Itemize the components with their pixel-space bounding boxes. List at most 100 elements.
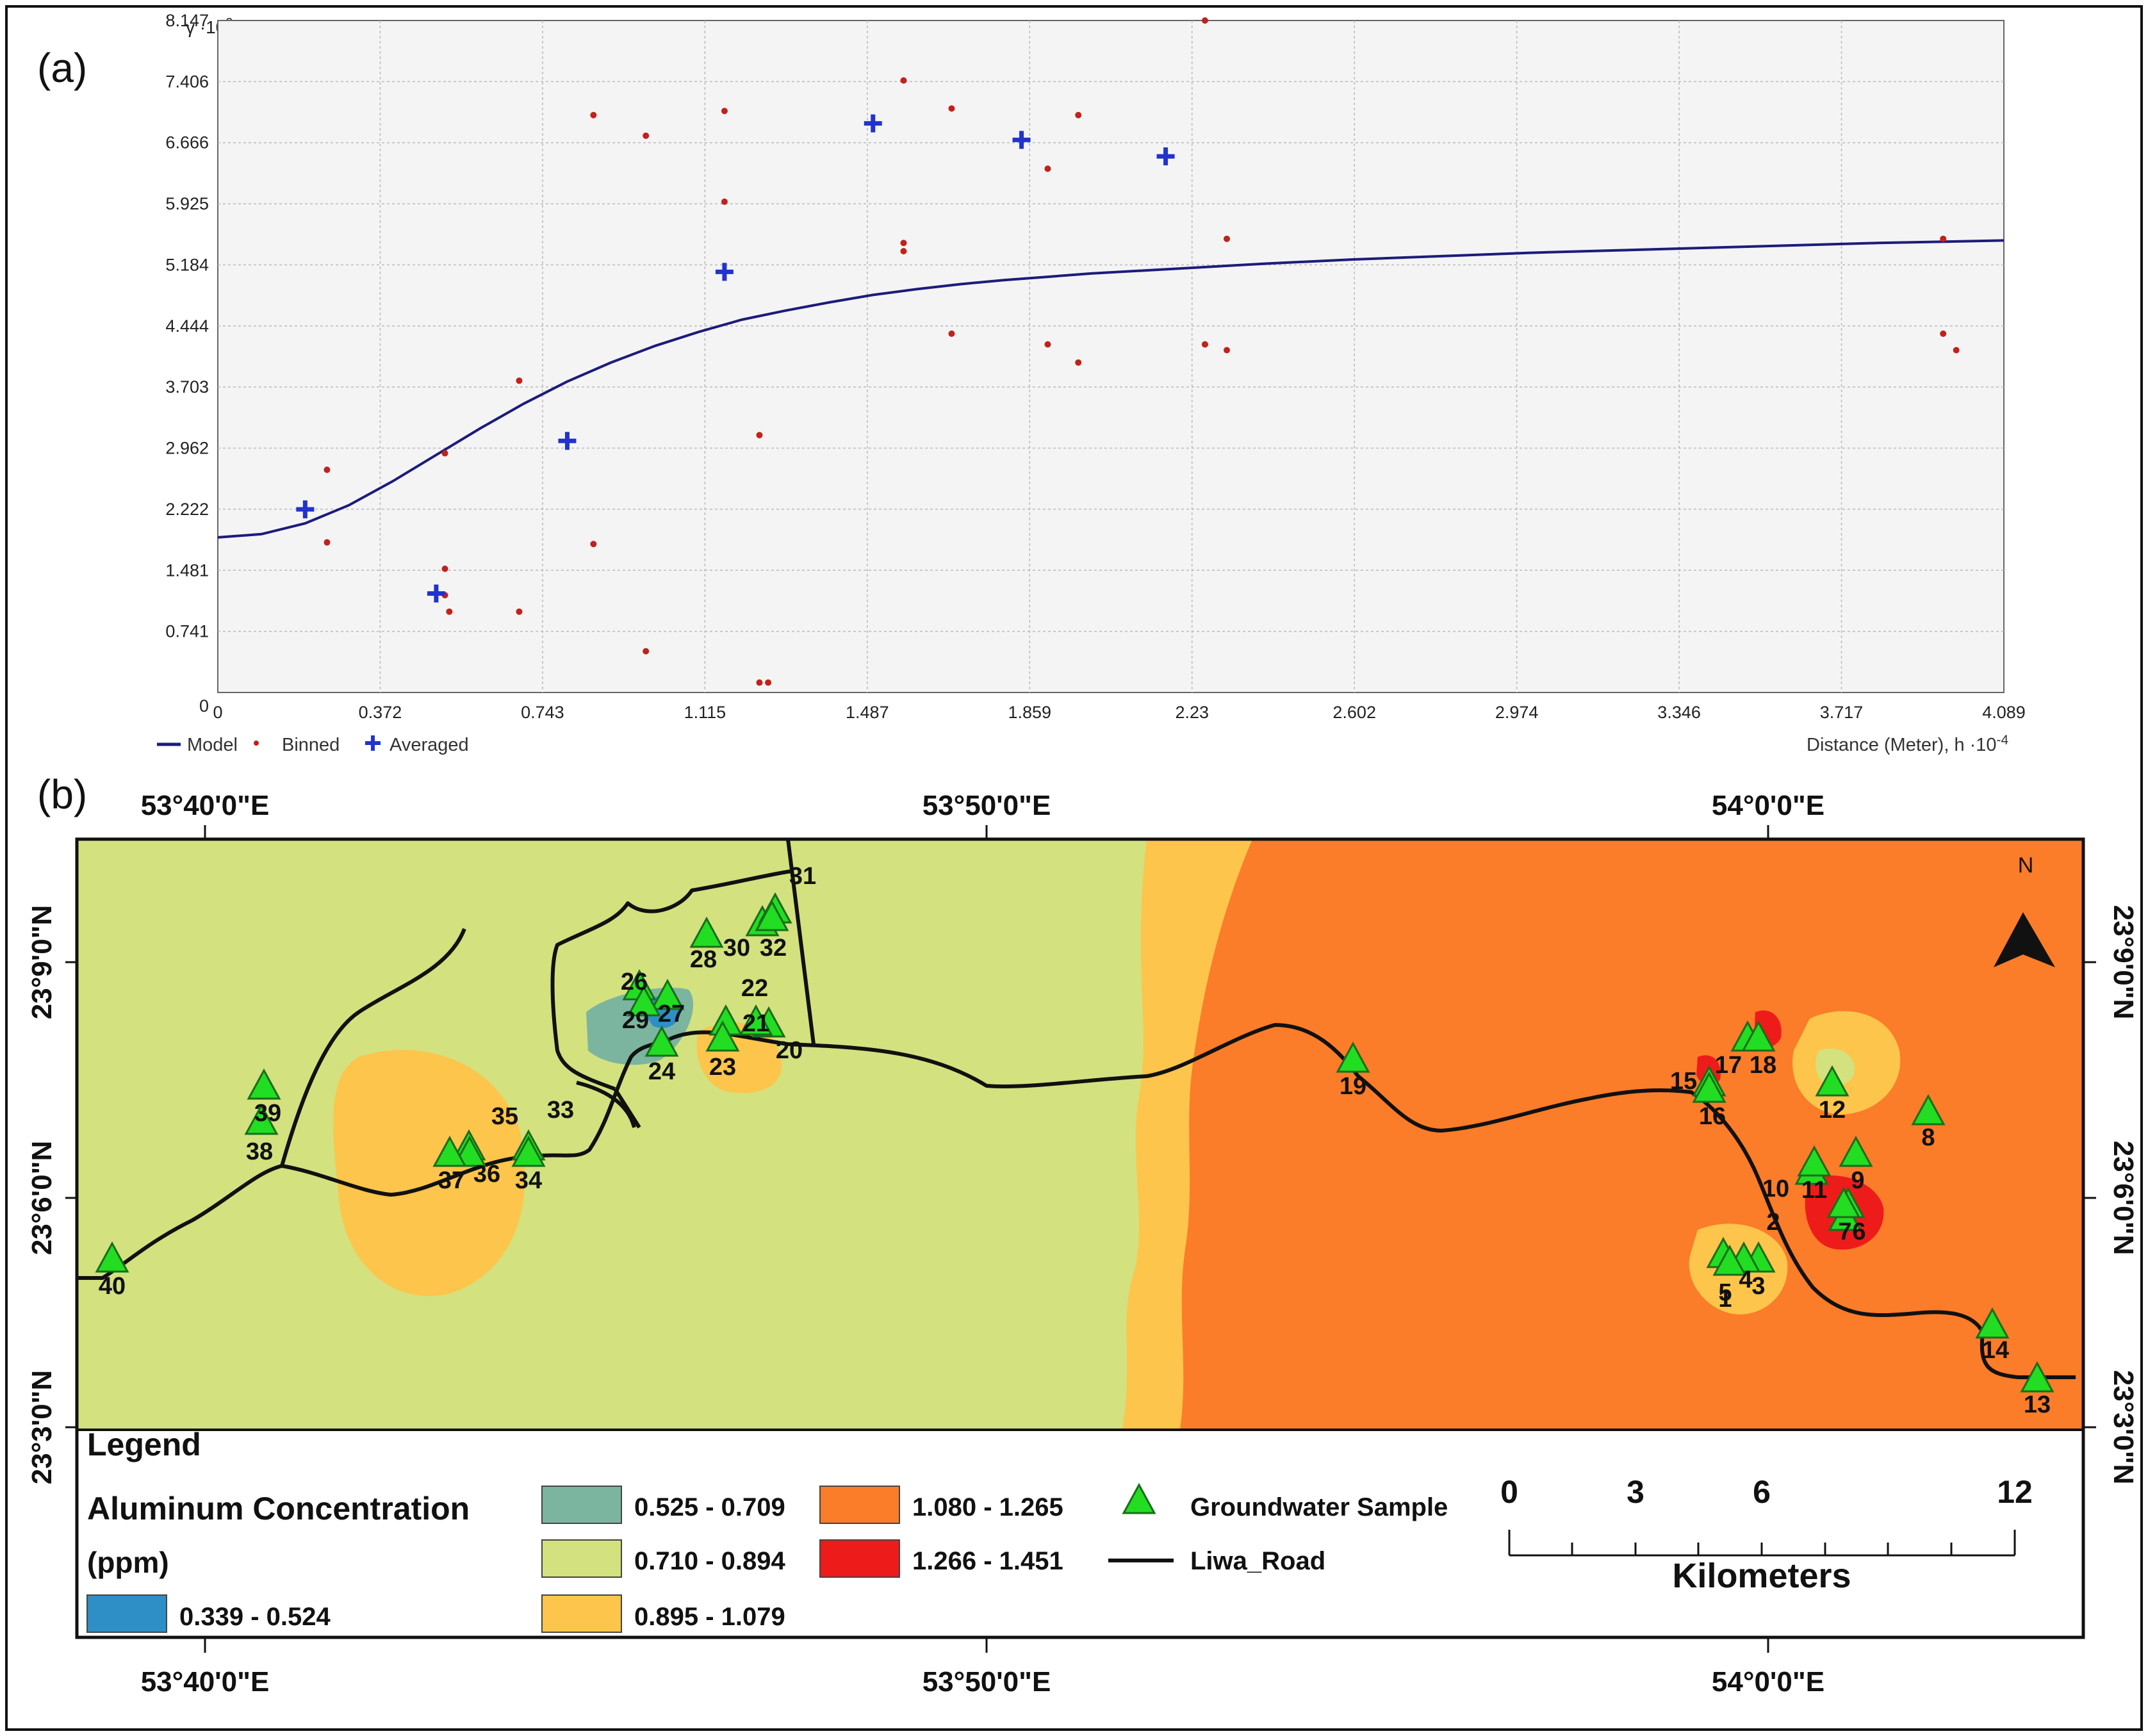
sample-label-36: 36: [473, 1161, 500, 1188]
legend-road-label: Liwa_Road: [1190, 1547, 1325, 1575]
variogram-y-ticks: 0 0.741 1.481 2.222 2.962 3.703 4.444 5.184 5.92…: [165, 11, 209, 716]
binned-point: [1224, 347, 1231, 354]
lon-label-bottom-1: 53°40'0"E: [141, 1666, 270, 1698]
binned-point: [721, 108, 728, 115]
north-arrow: N: [1994, 853, 2055, 967]
sample-label-7: 7: [1838, 1218, 1851, 1245]
sample-label-15: 15: [1670, 1068, 1697, 1095]
sample-label-21: 21: [742, 1010, 769, 1037]
sample-triangle-8: [1911, 1093, 1946, 1126]
scale-tick-12: 12: [1997, 1474, 2033, 1510]
x-tick-label: 2.974: [1495, 703, 1539, 722]
panel-a-label: (a): [37, 45, 87, 91]
sample-triangle-12: [1815, 1065, 1849, 1097]
binned-point: [516, 608, 523, 615]
binned-point: [1201, 17, 1208, 24]
binned-point: [765, 679, 772, 686]
sample-label-30: 30: [723, 935, 750, 962]
sample-label-28: 28: [690, 946, 717, 973]
y-tick-label: 5.925: [165, 194, 209, 213]
sample-label-22: 22: [741, 975, 768, 1002]
sample-triangle-29: [627, 985, 661, 1017]
panel-b-label: (b): [37, 771, 87, 817]
legend-border: [76, 1429, 2085, 1639]
zone-0895-1079-blob-west: [333, 1050, 525, 1297]
legend-title: Legend: [87, 1427, 201, 1462]
averaged-point: [1012, 131, 1031, 149]
binned-point: [1940, 235, 1947, 242]
binned-point: [516, 377, 523, 384]
averaged-point: [296, 500, 315, 519]
model-curve: [217, 239, 2005, 539]
legend-layer-title: Aluminum Concentration: [87, 1491, 470, 1527]
sample-label-34: 34: [515, 1167, 542, 1194]
averaged-points: [296, 114, 1175, 603]
legend-sample-triangle: [1122, 1482, 1156, 1514]
sample-label-10: 10: [1762, 1175, 1789, 1202]
y-tick-label: 0.741: [165, 622, 209, 641]
sample-triangle-13: [2020, 1361, 2054, 1393]
x-tick-label: 1.859: [1008, 703, 1051, 722]
y-tick-label: 8.147: [165, 11, 209, 30]
variogram-plot-area: [217, 20, 2005, 693]
sample-label-4: 4: [1739, 1266, 1752, 1293]
sample-label-14: 14: [1982, 1337, 2009, 1364]
sample-triangle-39: [247, 1068, 281, 1100]
sample-label-37: 37: [438, 1167, 465, 1194]
binned-point: [1075, 111, 1082, 119]
y-tick-label: 5.184: [165, 255, 209, 274]
lat-label-left-1: 23°9'0"N: [26, 905, 58, 1020]
sample-label-11: 11: [1801, 1177, 1827, 1204]
sample-triangle-18: [1741, 1020, 1776, 1052]
variogram-x-ticks: 0 0.372 0.743 1.115 1.487 1.859 2.23 2.602 2.974…: [213, 703, 2025, 722]
binned-point: [1201, 341, 1208, 348]
x-tick-label: 1.487: [846, 703, 889, 722]
sample-triangle-38: [244, 1103, 279, 1135]
legend-layer-unit: (ppm): [87, 1546, 169, 1579]
lat-label-left-2: 23°6'0"N: [26, 1141, 58, 1256]
zone-0710-0894-blob-12: [1816, 1048, 1855, 1086]
variogram-xlabel: Distance (Meter), h ·10-4: [1807, 733, 2009, 755]
averaged-point: [864, 114, 882, 133]
binned-point: [441, 565, 448, 572]
binned-point: [948, 105, 955, 112]
sample-triangle-9: [1839, 1135, 1873, 1167]
legend-range-3: 0.710 - 0.894: [634, 1547, 785, 1575]
sample-label-35: 35: [491, 1103, 518, 1130]
sample-label-38: 38: [246, 1138, 273, 1165]
binned-point: [756, 679, 763, 686]
binned-point: [900, 77, 907, 84]
lon-label-top-2: 53°50'0"E: [922, 790, 1051, 821]
x-tick-label: 3.346: [1657, 703, 1701, 722]
sample-label-9: 9: [1851, 1167, 1864, 1194]
x-tick-label: 3.717: [1820, 703, 1864, 722]
y-tick-label: 6.666: [165, 133, 209, 152]
legend-range-1: 0.339 - 0.524: [179, 1603, 331, 1631]
sample-label-19: 19: [1340, 1073, 1366, 1100]
sample-triangle-24: [644, 1025, 679, 1057]
sample-label-6: 6: [1852, 1218, 1865, 1245]
legend-range-4: 0.895 - 1.079: [634, 1603, 785, 1631]
binned-point: [1075, 359, 1082, 366]
sample-triangle-32: [755, 899, 789, 931]
sample-label-32: 32: [760, 935, 787, 962]
y-tick-label: 3.703: [165, 377, 209, 397]
sample-label-31: 31: [789, 863, 816, 890]
sample-triangle-28: [689, 916, 724, 948]
sample-label-23: 23: [709, 1054, 736, 1081]
y-tick-label: 2.222: [165, 500, 209, 519]
sample-label-20: 20: [776, 1037, 803, 1064]
sample-label-18: 18: [1750, 1052, 1776, 1079]
binned-points: [324, 17, 1960, 686]
binned-point: [590, 111, 597, 119]
lon-label-top-1: 53°40'0"E: [141, 790, 270, 821]
legend-swatch-1: [86, 1594, 167, 1633]
sample-triangle-37: [432, 1135, 467, 1167]
scale-tick-3: 3: [1627, 1474, 1644, 1510]
binned-point: [948, 330, 955, 337]
variogram-grid: [218, 20, 2004, 692]
sample-triangle-23: [705, 1020, 740, 1052]
sample-label-27: 27: [658, 1001, 685, 1028]
sample-triangle-27: [650, 978, 685, 1010]
sample-triangle-34: [511, 1135, 546, 1167]
